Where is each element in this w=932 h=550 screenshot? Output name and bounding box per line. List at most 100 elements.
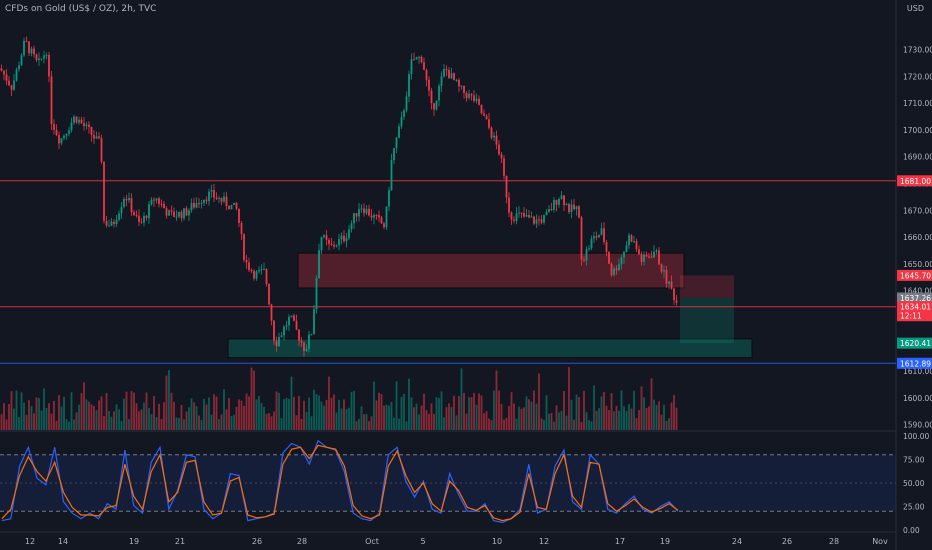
volume-bar	[135, 403, 138, 430]
volume-bar	[255, 399, 258, 430]
time-tick: 14	[58, 537, 68, 546]
volume-bar	[193, 402, 195, 430]
volume-bar	[328, 376, 330, 430]
zone-position-stop	[680, 275, 734, 298]
candle-body	[463, 85, 465, 93]
volume-bar	[478, 393, 480, 430]
candle-body	[540, 219, 543, 223]
time-tick: 12	[25, 537, 35, 546]
candle-body	[278, 337, 280, 347]
volume-bar	[248, 396, 250, 430]
candle-body	[635, 241, 638, 250]
candle-body	[283, 326, 285, 336]
candle-body	[23, 40, 25, 56]
volume-bar	[353, 390, 355, 430]
volume-bar	[95, 410, 98, 430]
volume-bar	[200, 419, 203, 430]
candle-body	[523, 213, 525, 217]
volume-bar	[230, 416, 233, 430]
candle-body	[53, 124, 55, 130]
candle-body	[230, 204, 233, 210]
volume-bar	[463, 392, 465, 430]
candle-body	[460, 85, 463, 87]
candle-body	[233, 202, 235, 205]
candle-body	[585, 249, 588, 261]
volume-bar	[555, 405, 558, 430]
candle-body	[560, 195, 563, 199]
volume-bar	[333, 394, 335, 430]
volume-bar	[515, 418, 518, 430]
candle-body	[63, 135, 65, 139]
candle-body	[385, 206, 388, 228]
candle-body	[593, 236, 595, 239]
volume-bar	[638, 409, 640, 430]
volume-bar	[278, 392, 280, 430]
candle-body	[133, 212, 135, 216]
volume-bar	[223, 389, 225, 430]
volume-bar	[288, 398, 290, 430]
volume-bar	[15, 390, 18, 430]
volume-bar	[655, 405, 658, 430]
volume-bar	[460, 368, 463, 430]
volume-bar	[170, 392, 173, 430]
time-tick: 21	[175, 537, 185, 546]
volume-bar	[623, 406, 625, 430]
volume-bar	[90, 404, 93, 430]
volume-bar	[268, 413, 270, 430]
candle-body	[455, 79, 458, 81]
candle-body	[353, 213, 355, 224]
candle-body	[135, 215, 138, 217]
price-tick: 1710.00	[903, 99, 932, 108]
volume-bar	[215, 396, 218, 430]
volume-bar	[585, 412, 588, 430]
candle-body	[170, 210, 173, 212]
candle-body	[583, 259, 585, 261]
oscillator-tick: 75.00	[903, 456, 925, 465]
volume-bar	[120, 421, 123, 430]
candle-body	[410, 59, 413, 74]
candle-body	[200, 202, 203, 204]
volume-bar	[535, 403, 538, 430]
volume-bar	[260, 402, 263, 430]
price-badge-label: 1681.00	[900, 177, 931, 186]
volume-bar	[145, 392, 148, 430]
volume-bar	[290, 376, 293, 430]
volume-bar	[0, 414, 3, 430]
volume-bar	[470, 397, 473, 430]
volume-bar	[55, 420, 58, 430]
candle-body	[495, 135, 498, 145]
volume-bar	[633, 390, 635, 430]
candle-body	[210, 189, 213, 192]
volume-bar	[450, 407, 453, 430]
candle-body	[43, 55, 45, 59]
volume-bar	[403, 393, 405, 430]
candle-body	[423, 62, 425, 70]
candle-body	[665, 270, 668, 284]
candle-body	[178, 211, 180, 217]
volume-bar	[558, 412, 560, 430]
volume-bar	[213, 394, 215, 430]
candle-body	[388, 190, 390, 207]
price-badge-label: 1634.01	[900, 303, 931, 312]
time-tick: 24	[732, 537, 742, 546]
candle-body	[90, 127, 93, 136]
candle-body	[238, 208, 240, 224]
candle-body	[605, 242, 608, 252]
volume-bar	[435, 397, 438, 430]
volume-bar	[488, 418, 490, 430]
currency-label: USD	[906, 4, 924, 13]
candle-body	[518, 212, 520, 214]
volume-bar	[348, 407, 350, 430]
candle-body	[490, 127, 493, 138]
candle-body	[0, 68, 3, 71]
volume-bar	[358, 418, 360, 430]
candle-body	[13, 80, 15, 90]
volume-bar	[65, 419, 68, 430]
volume-bar	[168, 370, 170, 430]
volume-bar	[125, 391, 128, 430]
volume-bar	[115, 404, 118, 430]
candle-body	[130, 197, 133, 213]
candle-body	[140, 221, 143, 223]
candle-body	[155, 198, 158, 201]
